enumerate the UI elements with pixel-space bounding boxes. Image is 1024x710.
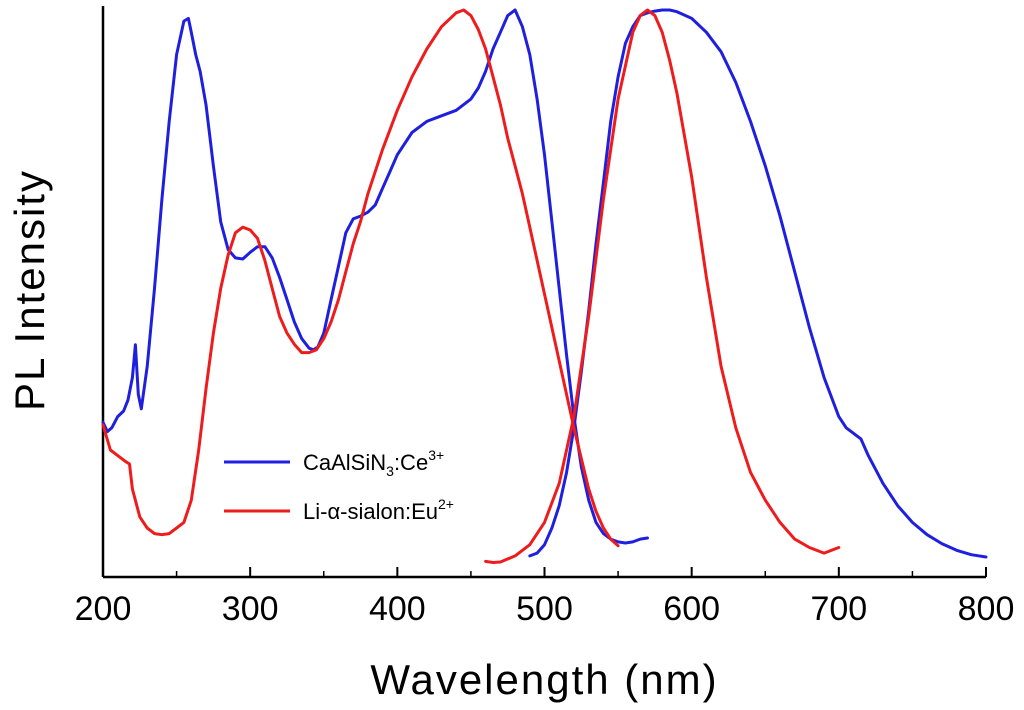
x-tick-label: 400 — [369, 590, 426, 628]
li-alpha-sialon-eu-excitation-line — [101, 8, 620, 548]
caalsin3-ce-excitation-line — [101, 8, 649, 545]
x-axis-title: Wavelength (nm) — [370, 656, 718, 703]
x-tick-label: 600 — [663, 590, 720, 628]
x-tick-label: 500 — [516, 590, 573, 628]
series-layer — [101, 8, 988, 564]
x-tick-label: 300 — [222, 590, 279, 628]
legend: CaAlSiN3:Ce3+ Li-α-sialon:Eu2+ — [224, 447, 454, 524]
legend-label: Li-α-sialon:Eu2+ — [303, 496, 454, 524]
caalsin3-ce-emission-line — [528, 8, 988, 559]
x-tick-label: 700 — [810, 590, 867, 628]
legend-label: CaAlSiN3:Ce3+ — [303, 447, 444, 479]
series-caalsin3-ce — [101, 8, 988, 559]
x-tick-label: 800 — [958, 590, 1015, 628]
y-axis-title: PL Intensity — [6, 169, 53, 411]
x-tick-label: 200 — [75, 590, 132, 628]
series-li-alpha-sialon-eu — [101, 8, 841, 564]
axes: 200 300 400 500 600 700 800 — [75, 6, 1015, 628]
li-alpha-sialon-eu-emission-line — [484, 8, 841, 564]
